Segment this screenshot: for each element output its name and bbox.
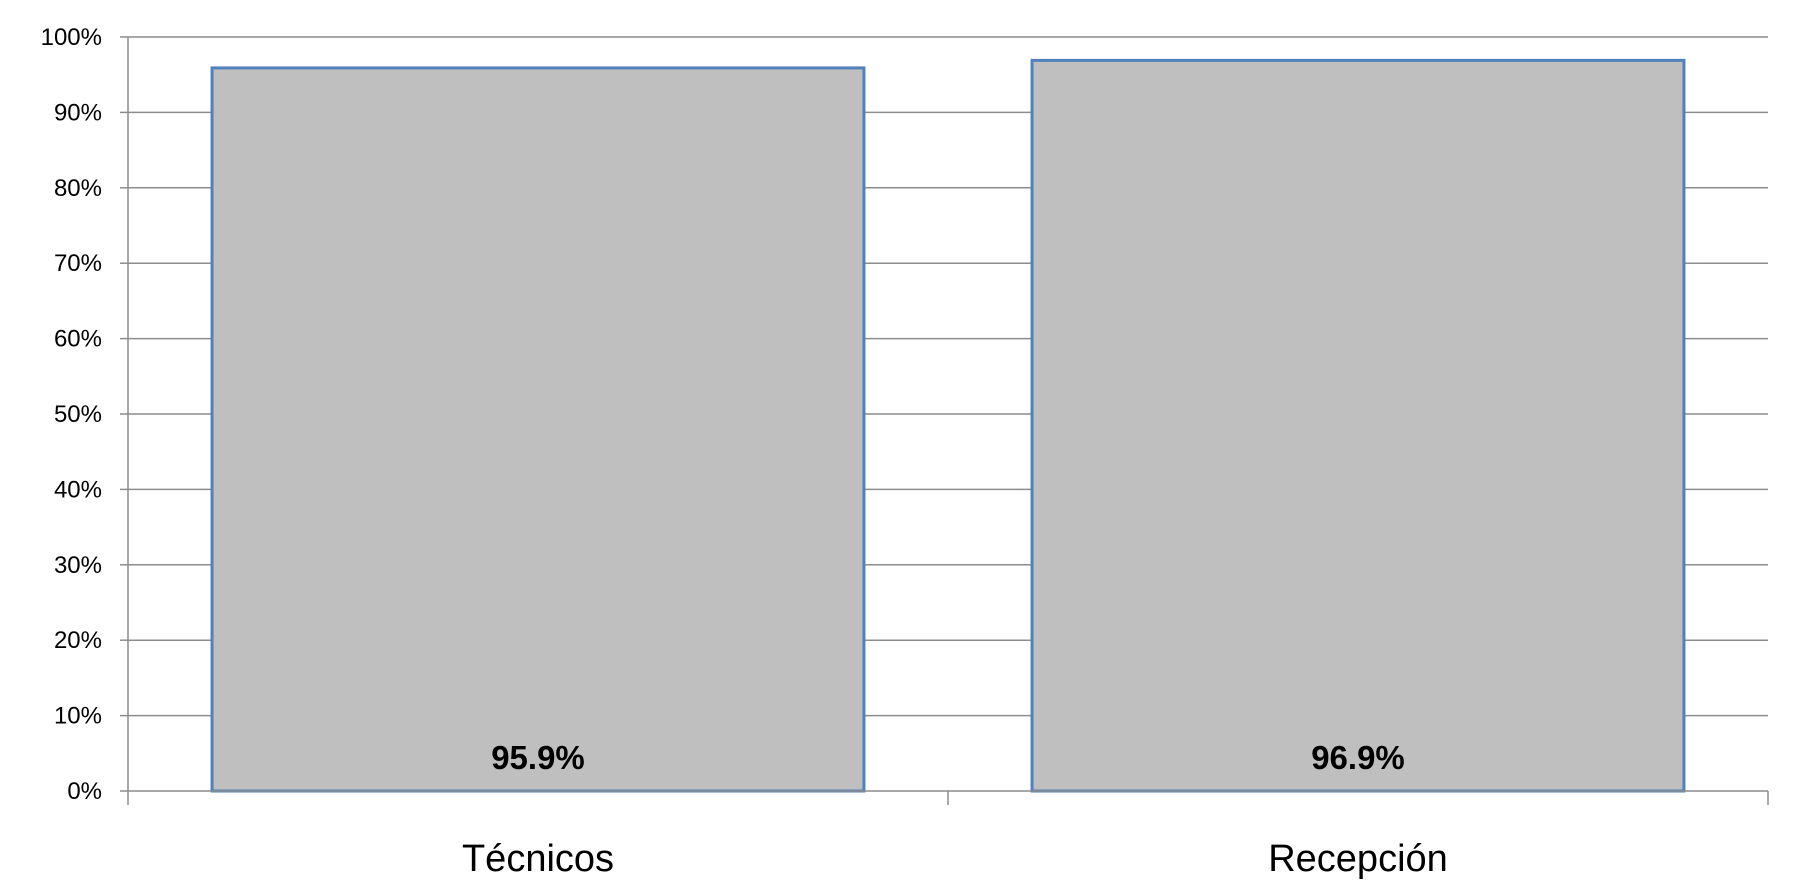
y-tick-label: 50% [54, 401, 102, 428]
y-tick-label: 20% [54, 627, 102, 654]
bars [210, 58, 1686, 793]
data-label: 95.9% [491, 739, 585, 776]
x-category-label: Recepción [1268, 838, 1448, 880]
data-label: 96.9% [1311, 739, 1405, 776]
labels: 0% 10% 20% 30% 40% 50% 60% 70% 80% 90% 100% 95.9% Té… [41, 24, 1448, 880]
y-tick-label: 10% [54, 703, 102, 730]
axes [120, 36, 1769, 805]
y-tick-label: 70% [54, 250, 102, 277]
bar [210, 66, 866, 793]
y-tick-label: 100% [41, 24, 102, 51]
y-tick-label: 0% [67, 778, 102, 805]
x-category-label: Técnicos [462, 838, 614, 880]
y-tick-label: 90% [54, 99, 102, 126]
bar [1030, 58, 1686, 793]
y-tick-label: 30% [54, 552, 102, 579]
y-tick-label: 60% [54, 326, 102, 353]
y-tick-label: 80% [54, 175, 102, 202]
y-tick-label: 40% [54, 476, 102, 503]
